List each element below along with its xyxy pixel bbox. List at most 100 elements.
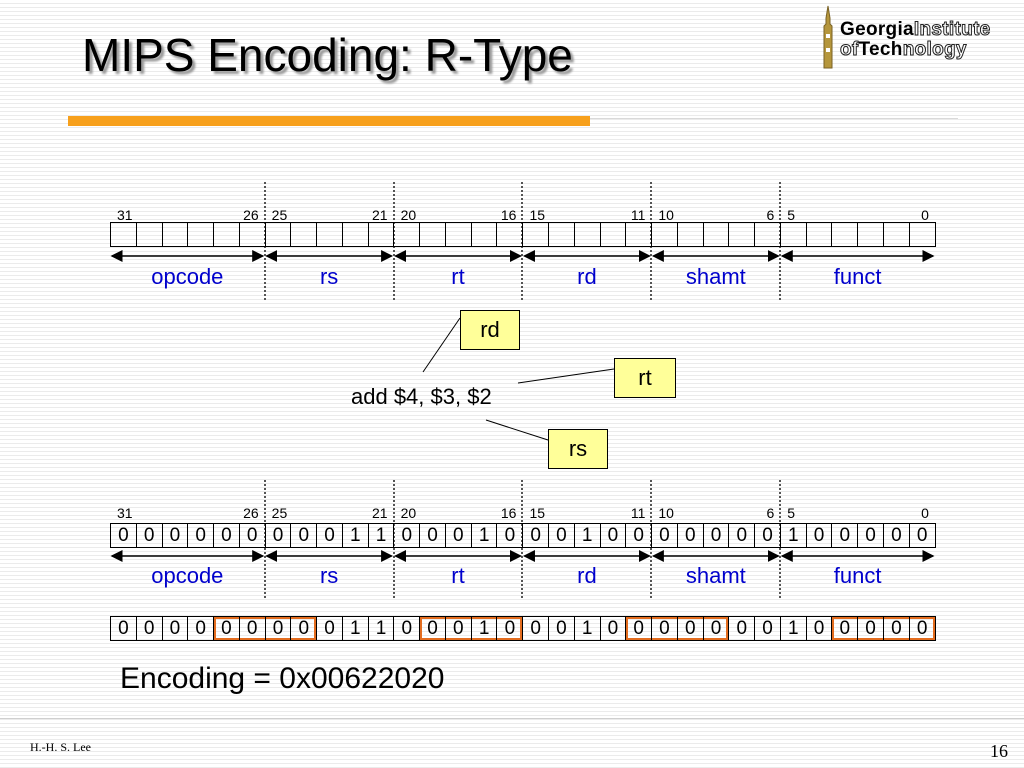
bit-cell: 1: [574, 617, 601, 641]
bit-position-label: 20: [400, 207, 417, 223]
bit-cell: 1: [471, 524, 498, 548]
bit-cell: [188, 223, 215, 247]
bit-position-label: 15: [529, 505, 546, 521]
add-instruction: add $4, $3, $2: [351, 384, 492, 409]
field-label-rt: rt: [451, 563, 465, 588]
field-label-funct: funct: [833, 563, 882, 588]
field-divider: [650, 480, 652, 598]
bit-position-label: 5: [787, 505, 796, 521]
empty-bit-grid: [110, 222, 936, 247]
bit-cell: 0: [497, 617, 524, 641]
bit-position-label: 0: [921, 505, 929, 521]
bit-position-label: 31: [117, 207, 133, 223]
bit-cell: 0: [239, 617, 266, 641]
bit-cell: 0: [291, 617, 318, 641]
bit-position-label: 15: [529, 207, 546, 223]
bit-cell: 0: [806, 617, 833, 641]
bit-cell: 1: [342, 617, 369, 641]
bit-position-label: 31: [117, 505, 133, 521]
bit-cell: 0: [832, 617, 859, 641]
bit-cell: [420, 223, 446, 247]
bit-position-label: 6: [766, 505, 775, 521]
bit-cell: [755, 223, 781, 247]
bit-position-label: 16: [500, 505, 517, 521]
bit-cell: 0: [626, 617, 653, 641]
bit-cell: 0: [626, 524, 653, 548]
georgia-tech-logo: GeorgiaInstitute ofTechnology: [818, 4, 1014, 70]
logo-word-of: of: [840, 39, 859, 60]
bit-cell: 0: [523, 524, 550, 548]
bit-cell: 0: [188, 524, 215, 548]
bit-position-label: 21: [372, 207, 388, 223]
bit-position-label: 0: [921, 207, 929, 223]
footer-author: H.-H. S. Lee: [30, 740, 91, 754]
bit-cell: [523, 223, 550, 247]
bit-cell: [317, 223, 343, 247]
rs-tag: rs: [548, 429, 608, 469]
bit-cell: 0: [214, 617, 240, 641]
bit-cell: [729, 223, 756, 247]
bit-cell: 0: [497, 524, 524, 548]
bit-cell: [832, 223, 859, 247]
bit-cell: [574, 223, 601, 247]
bit-cell: 0: [832, 524, 859, 548]
bit-cell: [600, 223, 627, 247]
bit-cell: 0: [677, 524, 704, 548]
rt-tag: rt: [614, 358, 676, 398]
bit-position-label: 25: [271, 207, 288, 223]
bit-cell: [858, 223, 884, 247]
bit-cell: [239, 223, 266, 247]
bit-cell: [806, 223, 833, 247]
field-divider: [521, 182, 523, 300]
bit-cell: 0: [858, 524, 884, 548]
bit-cell: 0: [136, 524, 163, 548]
bit-cell: 0: [909, 617, 936, 641]
logo-word-nology: nology: [902, 39, 967, 60]
field-label-rd: rd: [577, 264, 597, 289]
bit-position-label: 11: [630, 505, 646, 521]
field-label-rs: rs: [319, 563, 339, 588]
bit-cell: 1: [780, 617, 807, 641]
bit-position-label: 25: [271, 505, 288, 521]
logo-word-georgia: Georgia: [840, 19, 914, 40]
bit-cell: 0: [909, 524, 936, 548]
field-divider: [650, 182, 652, 300]
tech-tower-icon: [823, 5, 833, 69]
field-label-rd: rd: [577, 563, 597, 588]
bit-cell: 0: [265, 524, 292, 548]
field-label-funct: funct: [833, 264, 882, 289]
field-divider: [521, 480, 523, 598]
bit-cell: [136, 223, 163, 247]
bit-cell: 0: [394, 524, 421, 548]
bit-position-label: 10: [658, 505, 674, 521]
bit-cell: 0: [317, 617, 343, 641]
bit-cell: [883, 223, 910, 247]
field-label-rs: rs: [319, 264, 339, 289]
bit-cell: 0: [291, 524, 318, 548]
bit-cell: 0: [703, 524, 730, 548]
bit-cell: 0: [652, 524, 678, 548]
bit-cell: 0: [652, 617, 678, 641]
bit-cell: 0: [600, 524, 627, 548]
bit-position-label: 6: [766, 207, 775, 223]
bit-position-label: 5: [787, 207, 796, 223]
bit-cell: 0: [445, 524, 472, 548]
bit-cell: [342, 223, 369, 247]
bit-cell: 0: [677, 617, 704, 641]
bit-cell: 0: [806, 524, 833, 548]
bit-cell: 0: [162, 524, 189, 548]
bit-position-label: 21: [372, 505, 388, 521]
bit-position-label: 16: [500, 207, 517, 223]
bit-cell: 1: [368, 524, 395, 548]
bit-cell: 1: [471, 617, 498, 641]
bit-cell: [291, 223, 318, 247]
footer-rule: [0, 718, 1024, 719]
bit-cell: [162, 223, 189, 247]
bit-position-label: 26: [243, 505, 259, 521]
bit-cell: [368, 223, 395, 247]
bit-cell: [703, 223, 730, 247]
bit-cell: 0: [136, 617, 163, 641]
